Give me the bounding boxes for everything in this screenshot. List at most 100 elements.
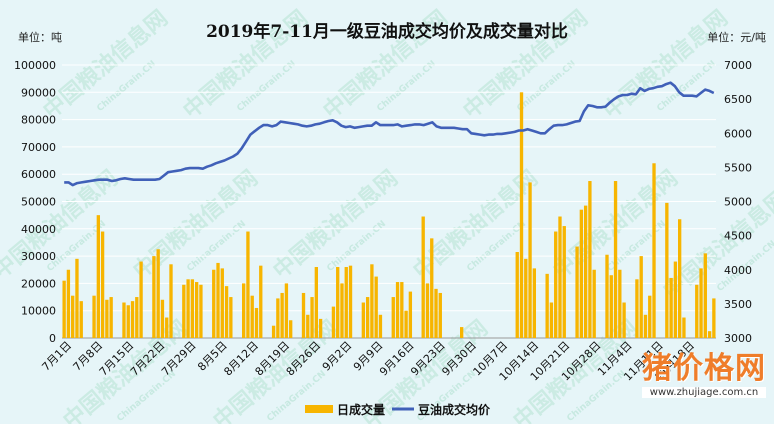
volume-bar — [635, 279, 639, 338]
volume-bar — [126, 305, 130, 338]
volume-bar — [122, 302, 126, 338]
volume-bar — [100, 231, 105, 338]
volume-bar — [613, 181, 618, 338]
volume-bar — [336, 267, 340, 338]
volume-bar — [344, 267, 348, 338]
volume-bar — [220, 268, 224, 338]
volume-bar — [648, 295, 652, 338]
volume-bars — [62, 92, 716, 338]
volume-bar — [254, 307, 259, 338]
price-line — [64, 81, 715, 187]
legend-bar-label: 日成交量 — [337, 402, 385, 417]
volume-bar — [348, 265, 353, 338]
right-tick-label: 7000 — [724, 59, 752, 72]
volume-bar — [216, 262, 220, 338]
volume-bar — [246, 231, 250, 338]
volume-bar — [669, 277, 673, 338]
right-tick-label: 3500 — [724, 298, 752, 311]
left-tick-label: 40000 — [21, 223, 56, 236]
volume-bar — [289, 320, 293, 338]
volume-bar — [250, 295, 254, 338]
left-axis-labels: 0 10000 20000 30000 40000 50000 60000 70000 8000… — [14, 59, 56, 345]
right-tick-label: 5500 — [724, 161, 752, 174]
volume-bar — [609, 275, 613, 338]
volume-bar — [105, 299, 109, 338]
volume-bar — [109, 297, 113, 338]
volume-bar — [618, 269, 622, 338]
volume-bar — [592, 269, 596, 338]
volume-bar — [75, 258, 79, 338]
right-tick-label: 4000 — [724, 264, 752, 277]
volume-bar — [169, 264, 173, 338]
right-tick-label: 4500 — [724, 230, 752, 243]
volume-bar — [532, 268, 537, 338]
volume-bar — [378, 314, 383, 338]
volume-bar — [395, 282, 400, 338]
volume-bar — [639, 256, 643, 338]
legend-line-label: 豆油成交均价 — [418, 402, 491, 417]
volume-bar — [224, 286, 229, 338]
left-tick-label: 10000 — [21, 305, 56, 318]
volume-bar — [190, 279, 195, 338]
volume-bar — [130, 301, 135, 338]
volume-bar — [365, 297, 370, 338]
volume-bar — [229, 297, 233, 338]
volume-bar — [152, 256, 156, 338]
brand-name: 猪价格网 — [642, 351, 766, 386]
volume-bar — [331, 306, 336, 338]
volume-bar — [276, 298, 280, 338]
volume-bar — [79, 301, 83, 338]
volume-bar — [712, 298, 716, 338]
volume-bar — [314, 267, 319, 338]
legend: 日成交量 豆油成交均价 — [305, 402, 491, 417]
volume-bar — [62, 280, 66, 338]
left-tick-label: 90000 — [21, 86, 56, 99]
volume-bar — [271, 325, 276, 338]
volume-bar — [391, 297, 395, 338]
x-tick-label: 7月1日 — [39, 339, 74, 374]
volume-bar — [374, 276, 378, 338]
volume-bar — [554, 231, 558, 338]
volume-bar — [579, 209, 584, 338]
volume-bar — [306, 314, 310, 338]
volume-bar — [96, 215, 101, 338]
left-tick-label: 80000 — [21, 114, 56, 127]
volume-bar — [588, 181, 592, 338]
volume-bar — [400, 282, 404, 338]
volume-bar — [562, 226, 566, 338]
left-tick-label: 30000 — [21, 250, 56, 263]
volume-bar — [199, 284, 203, 338]
right-axis-unit: 单位：元/吨 — [707, 30, 766, 44]
right-tick-label: 6500 — [724, 93, 752, 106]
volume-bar — [575, 246, 579, 338]
volume-bar — [528, 182, 532, 338]
volume-bar — [340, 283, 344, 338]
left-tick-label: 20000 — [21, 277, 56, 290]
volume-bar — [165, 317, 169, 338]
volume-bar — [707, 331, 712, 338]
brand-url: www.zhujiage.com.cn — [642, 387, 766, 398]
volume-bar — [665, 202, 669, 338]
volume-bar — [408, 291, 413, 338]
volume-bar — [139, 261, 143, 338]
volume-bar — [434, 288, 438, 338]
volume-bar — [558, 216, 562, 338]
volume-bar — [605, 254, 609, 338]
volume-bar — [515, 252, 519, 338]
volume-bar — [459, 327, 464, 338]
price-line-group — [64, 81, 715, 187]
right-tick-label: 6000 — [724, 127, 752, 140]
right-tick-label: 5000 — [724, 196, 752, 209]
volume-bar — [699, 268, 703, 338]
volume-bar — [310, 297, 314, 338]
left-axis-unit: 单位：吨 — [18, 30, 62, 44]
volume-bar — [583, 205, 588, 338]
volume-bar — [652, 163, 656, 338]
volume-bar — [182, 284, 186, 338]
volume-bar — [156, 249, 160, 338]
volume-bar — [677, 219, 682, 338]
left-tick-label: 100000 — [14, 59, 56, 72]
volume-bar — [318, 318, 323, 338]
